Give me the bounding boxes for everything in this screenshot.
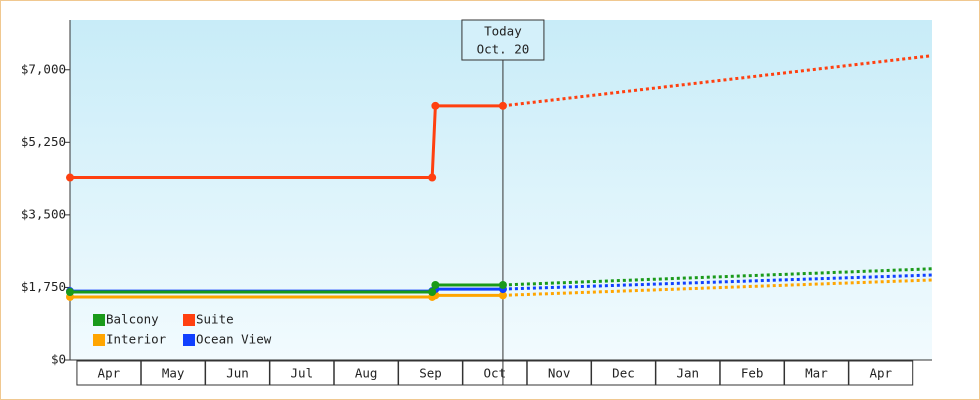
x-category-box: [462, 360, 528, 386]
x-tick-label: Dec: [612, 366, 635, 381]
today-box: [461, 19, 545, 61]
x-category-box: [784, 360, 849, 386]
y-tick-label: $1,750: [21, 279, 66, 294]
x-tick-label: Feb: [741, 366, 764, 381]
x-category-box: [655, 360, 721, 386]
x-tick-label: Jan: [677, 366, 700, 381]
x-category-box: [269, 360, 335, 386]
today-label: Today: [484, 24, 522, 39]
x-category-box: [526, 360, 592, 386]
x-tick-label: Apr: [869, 366, 892, 381]
legend-swatch: [93, 314, 105, 326]
x-category-box: [140, 360, 206, 386]
series-line: [70, 104, 503, 180]
x-tick-label: Apr: [98, 366, 121, 381]
x-tick-label: Jul: [291, 366, 314, 381]
x-category-box: [205, 360, 270, 386]
legend-label: Suite: [196, 312, 234, 327]
point: [431, 101, 440, 110]
x-category-box: [591, 360, 656, 386]
y-tick-label: $3,500: [21, 206, 66, 221]
x-tick-label: Aug: [355, 366, 378, 381]
legend-label: Interior: [106, 332, 167, 347]
point: [66, 288, 74, 296]
legend-label: Balcony: [106, 312, 159, 327]
legend-label: Ocean View: [196, 332, 272, 347]
today-label: Oct. 20: [477, 42, 530, 57]
x-category-box: [76, 360, 142, 386]
x-tick-label: Nov: [548, 366, 571, 381]
x-category-box: [398, 360, 463, 386]
x-axis-boxes: Apr May Jun Jul Aug Sep Oct Nov Dec Jan Feb Mar Apr: [76, 360, 914, 386]
point: [428, 288, 437, 296]
point: [428, 173, 437, 182]
x-tick-label: May: [162, 366, 185, 381]
legend-swatch: [93, 334, 105, 346]
x-tick-label: Jun: [226, 366, 249, 381]
legend-swatch: [183, 334, 195, 346]
point: [498, 101, 507, 110]
point: [498, 291, 507, 300]
y-tick-label: $7,000: [21, 61, 66, 76]
plot-area: [70, 20, 932, 360]
x-category-box: [333, 360, 399, 386]
y-tick-label: $5,250: [21, 134, 66, 149]
point: [66, 173, 74, 182]
x-category-box: [848, 360, 914, 386]
x-tick-label: Mar: [805, 366, 828, 381]
point: [431, 280, 440, 289]
y-tick-label: $0: [51, 352, 66, 367]
x-tick-label: Sep: [419, 366, 442, 381]
x-tick-label: Oct: [484, 366, 507, 381]
legend-swatch: [183, 314, 195, 326]
point: [498, 280, 507, 289]
x-category-box: [719, 360, 785, 386]
